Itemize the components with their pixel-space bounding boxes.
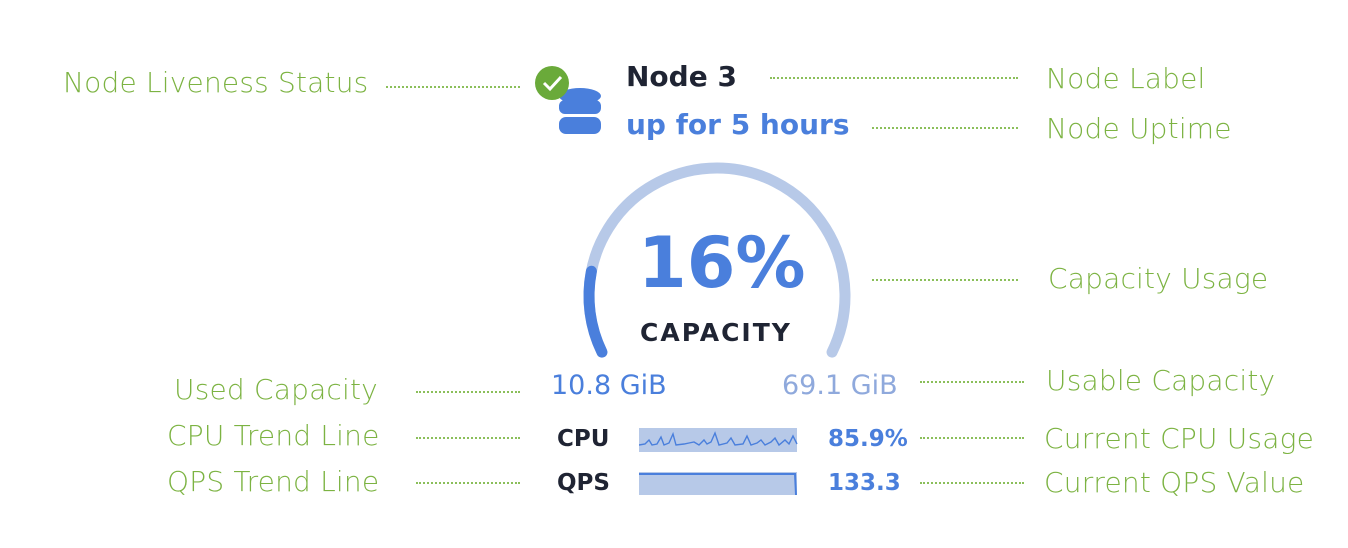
database-icon (559, 88, 601, 134)
capacity-label: CAPACITY (640, 318, 792, 347)
qps-sparkline (639, 472, 797, 496)
annotation-capacity-usage: Capacity Usage (1048, 262, 1269, 295)
annotation-used-capacity: Used Capacity (174, 373, 378, 406)
annotation-cpu-trend: CPU Trend Line (167, 419, 380, 452)
leader-line (872, 279, 1018, 281)
leader-line (416, 482, 520, 484)
cpu-value: 85.9% (828, 426, 908, 452)
leader-line (920, 437, 1024, 439)
gauge-fill (583, 265, 608, 358)
cpu-sparkline (639, 428, 798, 452)
used-capacity: 10.8 GiB (551, 370, 667, 401)
capacity-percent: 16% (638, 222, 806, 304)
qps-label: QPS (557, 470, 610, 496)
annotation-node-label: Node Label (1046, 62, 1206, 95)
node-uptime: up for 5 hours (626, 108, 850, 141)
leader-line (920, 482, 1024, 484)
cpu-label: CPU (557, 426, 610, 452)
leader-line (416, 391, 520, 393)
leader-line (872, 127, 1018, 129)
leader-line (386, 86, 520, 88)
capacity-gauge (583, 162, 851, 358)
node-label: Node 3 (626, 60, 737, 93)
annotation-qps-trend: QPS Trend Line (167, 465, 380, 498)
annotation-liveness: Node Liveness Status (63, 66, 369, 99)
annotation-qps-current: Current QPS Value (1044, 466, 1305, 499)
check-circle-icon (535, 66, 569, 100)
leader-line (920, 381, 1024, 383)
annotation-cpu-current: Current CPU Usage (1044, 422, 1315, 455)
leader-line (770, 77, 1018, 79)
annotation-uptime: Node Uptime (1046, 112, 1232, 145)
leader-line (416, 437, 520, 439)
annotation-usable-capacity: Usable Capacity (1046, 364, 1276, 397)
qps-value: 133.3 (828, 470, 901, 496)
usable-capacity: 69.1 GiB (782, 370, 898, 401)
